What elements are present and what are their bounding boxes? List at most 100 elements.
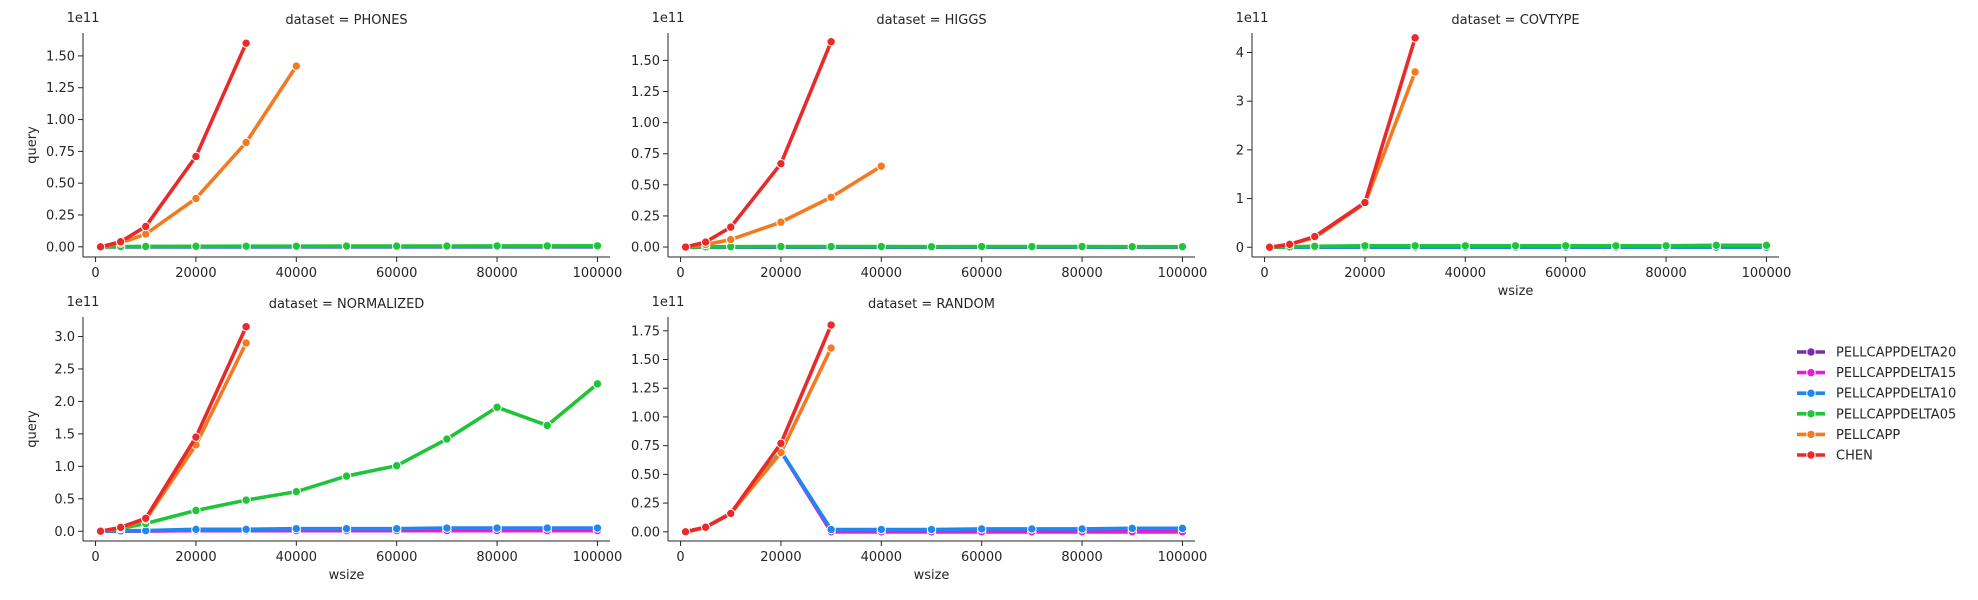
data-point (241, 322, 251, 332)
data-point (592, 379, 603, 389)
y-tick-label: 4 (1236, 46, 1244, 61)
data-point (115, 237, 126, 247)
data-point (1310, 231, 1320, 242)
data-point (826, 524, 836, 535)
data-point (115, 522, 126, 533)
data-point (776, 438, 786, 449)
y-tick-label: 1.25 (631, 382, 660, 397)
legend-swatch-marker (1806, 409, 1816, 419)
series-pellcappdelta05 (95, 241, 603, 252)
y-tick-label: 1.50 (631, 353, 660, 368)
x-axis-label: wsize (914, 568, 950, 583)
legend-item: PELLCAPP (1797, 428, 1900, 443)
data-point (826, 241, 836, 252)
x-tick-label: 100000 (1158, 266, 1208, 281)
y-tick-label: 0.00 (631, 525, 660, 540)
data-point (876, 161, 887, 171)
y-axis-label: query (25, 410, 40, 448)
series-line (98, 324, 248, 534)
data-point (291, 241, 302, 251)
legend-item: PELLCAPPDELTA10 (1797, 387, 1956, 402)
series-line (683, 449, 1185, 534)
data-point (1177, 523, 1188, 534)
data-point (291, 486, 302, 497)
y-tick-label: 0.75 (46, 145, 75, 160)
data-point (241, 137, 251, 148)
data-point (826, 343, 836, 353)
data-point (1360, 241, 1370, 251)
data-point (492, 402, 502, 412)
legend-label: PELLCAPPDELTA10 (1836, 387, 1956, 402)
y-tick-label: 1.50 (631, 54, 660, 69)
series-pellcappdelta15 (680, 446, 1188, 537)
data-point (700, 522, 711, 532)
data-point (776, 241, 786, 252)
data-point (876, 241, 887, 252)
legend-label: PELLCAPPDELTA15 (1836, 366, 1956, 381)
data-point (876, 524, 887, 535)
data-point (1510, 241, 1521, 251)
y-tick-label: 1.5 (54, 427, 75, 442)
x-tick-label: 80000 (1061, 550, 1102, 565)
y-tick-label: 0.50 (46, 177, 75, 192)
x-tick-label: 60000 (376, 266, 417, 281)
panel-normalized: dataset = NORMALIZED 1e11 0.0 0.5 1.0 1.5 2.0 2… (25, 295, 622, 583)
data-point (826, 192, 836, 202)
series-line (683, 323, 833, 534)
data-point (141, 221, 151, 232)
data-point (241, 338, 251, 348)
y-tick-label: 2.5 (54, 362, 75, 377)
data-point (1127, 241, 1137, 252)
x-axis-label: wsize (1498, 284, 1534, 299)
data-point (1661, 241, 1671, 251)
y-axis-multiplier: 1e11 (67, 295, 100, 310)
legend-swatch-marker (1806, 429, 1816, 440)
data-point (776, 447, 786, 458)
data-point (241, 38, 251, 48)
data-point (680, 527, 691, 537)
panel-title: dataset = PHONES (285, 13, 407, 28)
y-tick-label: 0.25 (631, 497, 660, 512)
x-tick-label: 0 (676, 550, 684, 565)
data-point (826, 320, 836, 330)
data-point (141, 513, 151, 523)
legend-swatch-marker (1806, 450, 1816, 460)
panel-title: dataset = RANDOM (868, 297, 995, 312)
data-point (241, 495, 251, 505)
y-axis-multiplier: 1e11 (652, 11, 685, 26)
y-tick-label: 0.25 (631, 209, 660, 224)
series-line (1267, 36, 1417, 250)
data-point (191, 505, 201, 516)
x-tick-label: 100000 (573, 266, 623, 281)
legend-item: CHEN (1797, 449, 1873, 464)
y-tick-label: 0 (1236, 241, 1244, 256)
data-point (542, 420, 552, 431)
y-tick-label: 0.50 (631, 468, 660, 483)
x-tick-label: 40000 (861, 266, 902, 281)
x-tick-label: 60000 (961, 550, 1002, 565)
data-point (391, 241, 402, 251)
data-point (542, 523, 552, 533)
data-point (191, 151, 201, 162)
data-point (341, 523, 352, 534)
series-line (1267, 70, 1417, 250)
y-tick-label: 1.25 (631, 85, 660, 100)
data-point (826, 37, 836, 47)
data-point (680, 242, 691, 252)
y-tick-label: 0.25 (46, 209, 75, 224)
y-tick-label: 1.0 (54, 460, 75, 475)
y-axis-multiplier: 1e11 (652, 295, 685, 310)
legend-swatch-marker (1806, 347, 1816, 357)
data-point (926, 524, 937, 535)
x-tick-label: 40000 (1445, 266, 1486, 281)
x-tick-label: 20000 (1344, 266, 1385, 281)
x-axis-label: wsize (329, 568, 365, 583)
series-line (683, 449, 1185, 534)
legend-item: PELLCAPPDELTA15 (1797, 366, 1956, 381)
series-chen (95, 38, 251, 252)
series-line (683, 449, 1185, 534)
x-tick-label: 20000 (175, 266, 216, 281)
x-tick-label: 20000 (760, 550, 801, 565)
panel-covtype: dataset = COVTYPE 1e11 0 1 2 3 4 0 20000 40000 600… (1236, 11, 1792, 299)
